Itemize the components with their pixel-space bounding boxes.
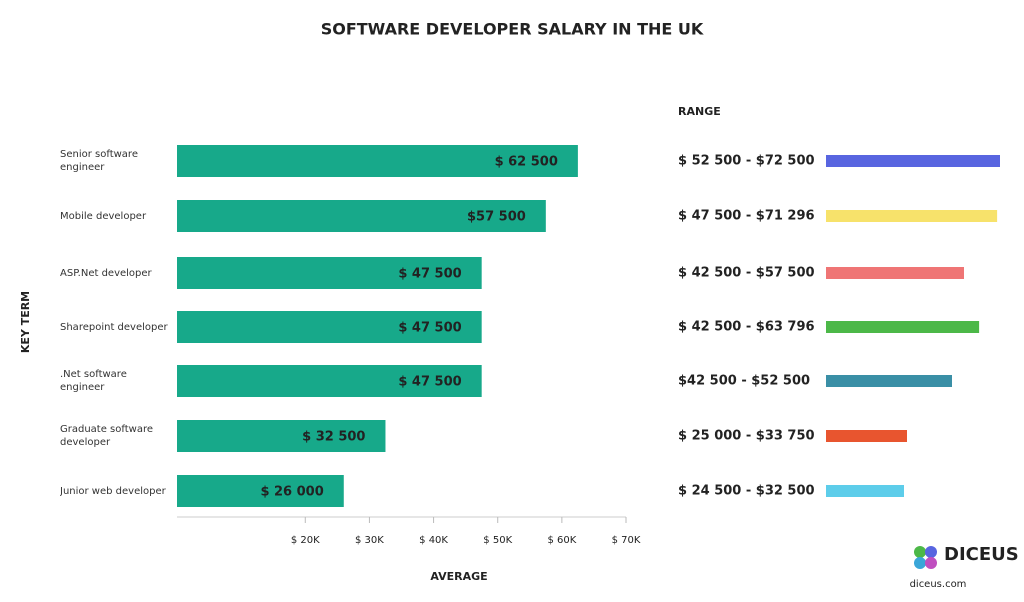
x-tick-label: $ 60K [547, 535, 576, 546]
range-bar [826, 430, 907, 442]
x-tick-label: $ 40K [419, 535, 448, 546]
value-label: $ 47 500 [398, 321, 461, 336]
site: diceus.com [910, 579, 967, 590]
bar [177, 257, 482, 289]
category-label: Graduate software developer [60, 424, 153, 448]
category-wrap: Sharepoint developer [60, 321, 168, 333]
value-label: $ 26 000 [260, 485, 323, 500]
value-label: $ 47 500 [398, 375, 461, 390]
bar [177, 145, 578, 177]
category-wrap: .Net software engineer [60, 369, 127, 393]
range-bar [826, 485, 904, 497]
category-wrap: Mobile developer [60, 210, 147, 222]
bar [177, 311, 482, 343]
range-label: $ 52 500 - $72 500 [678, 154, 815, 169]
range-label: $42 500 - $52 500 [678, 374, 810, 389]
category-label: Senior software engineer [60, 149, 138, 173]
value-label: $ 62 500 [495, 155, 558, 170]
range-bar [826, 155, 1000, 167]
value-label: $ 47 500 [398, 267, 461, 282]
range-bar [826, 267, 964, 279]
category-label: Sharepoint developer [60, 321, 168, 333]
bar [177, 475, 344, 507]
value-label: $ 32 500 [302, 430, 365, 445]
category-label: Mobile developer [60, 210, 147, 222]
range-bar [826, 321, 980, 333]
range-bar [826, 375, 952, 387]
y-axis-label: KEY TERM [19, 291, 32, 353]
category-label: .Net software engineer [60, 369, 127, 393]
x-tick-label: $ 50K [483, 535, 512, 546]
logo-text: DICEUS [944, 544, 1019, 565]
range-label: $ 42 500 - $63 796 [678, 320, 815, 335]
category-wrap: ASP.Net developer [60, 267, 152, 279]
x-axis-label: AVERAGE [430, 570, 487, 583]
range-label: $ 42 500 - $57 500 [678, 266, 815, 281]
category-wrap: Senior software engineer [60, 149, 138, 173]
x-tick-label: $ 20K [291, 535, 320, 546]
bar [177, 365, 482, 397]
range-title: RANGE [678, 105, 721, 118]
chart-title: SOFTWARE DEVELOPER SALARY IN THE UK [321, 20, 704, 39]
range-label: $ 24 500 - $32 500 [678, 484, 815, 499]
category-wrap: Graduate software developer [60, 424, 153, 448]
value-label: $57 500 [467, 210, 526, 225]
range-label: $ 47 500 - $71 296 [678, 209, 815, 224]
category-label: ASP.Net developer [60, 267, 152, 279]
category-label: Junior web developer [60, 485, 166, 497]
x-tick-label: $ 30K [355, 535, 384, 546]
bar [177, 420, 386, 452]
range-bar [826, 210, 998, 222]
range-label: $ 25 000 - $33 750 [678, 429, 815, 444]
x-tick-label: $ 70K [612, 535, 641, 546]
bar [177, 200, 546, 232]
category-wrap: Junior web developer [60, 485, 166, 497]
logo: DICEUS [914, 544, 1019, 569]
